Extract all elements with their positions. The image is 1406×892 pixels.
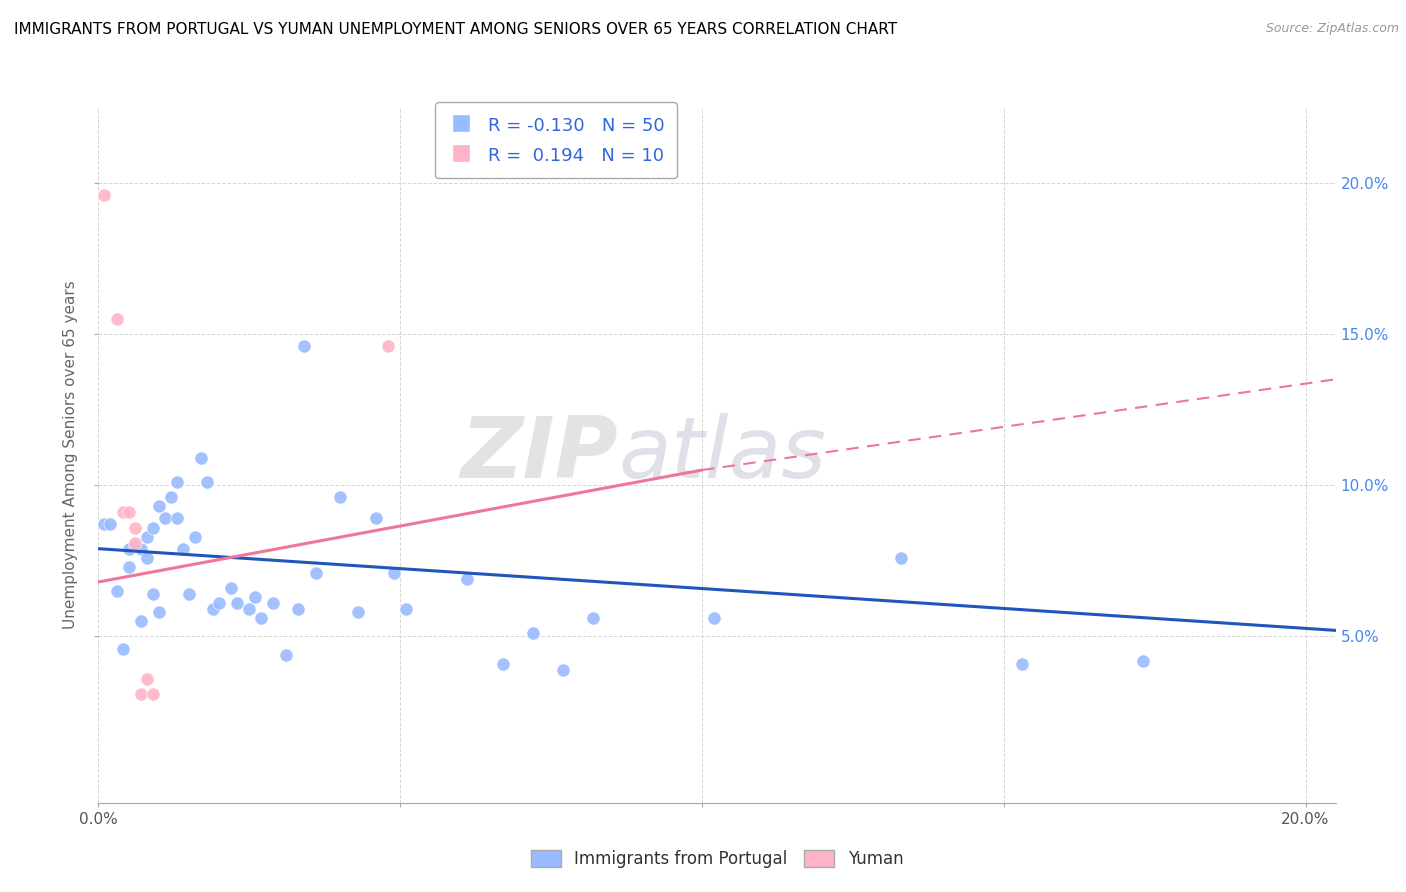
Point	[274, 648, 297, 662]
Point	[582, 611, 605, 625]
Point	[93, 517, 115, 532]
Point	[219, 581, 242, 595]
Point	[111, 641, 134, 656]
Point	[135, 672, 157, 686]
Point	[262, 596, 284, 610]
Point	[492, 657, 515, 671]
Point	[135, 530, 157, 544]
Point	[129, 541, 152, 556]
Point	[142, 687, 165, 701]
Point	[377, 339, 399, 353]
Text: Source: ZipAtlas.com: Source: ZipAtlas.com	[1265, 22, 1399, 36]
Point	[184, 530, 207, 544]
Point	[148, 500, 170, 514]
Point	[1132, 654, 1154, 668]
Point	[105, 584, 128, 599]
Point	[153, 511, 176, 525]
Point	[245, 590, 267, 604]
Point	[195, 475, 218, 490]
Point	[190, 450, 212, 465]
Point	[890, 550, 912, 565]
Legend: Immigrants from Portugal, Yuman: Immigrants from Portugal, Yuman	[524, 843, 910, 874]
Point	[287, 602, 309, 616]
Point	[208, 596, 231, 610]
Point	[347, 605, 370, 619]
Point	[111, 505, 134, 519]
Text: atlas: atlas	[619, 413, 827, 497]
Point	[382, 566, 405, 580]
Point	[238, 602, 260, 616]
Point	[329, 490, 352, 504]
Point	[129, 687, 152, 701]
Point	[129, 615, 152, 629]
Text: ZIP: ZIP	[460, 413, 619, 497]
Y-axis label: Unemployment Among Seniors over 65 years: Unemployment Among Seniors over 65 years	[63, 281, 79, 629]
Point	[124, 539, 146, 553]
Point	[117, 559, 139, 574]
Point	[305, 566, 328, 580]
Point	[703, 611, 725, 625]
Point	[142, 520, 165, 534]
Point	[250, 611, 273, 625]
Text: IMMIGRANTS FROM PORTUGAL VS YUMAN UNEMPLOYMENT AMONG SENIORS OVER 65 YEARS CORRE: IMMIGRANTS FROM PORTUGAL VS YUMAN UNEMPL…	[14, 22, 897, 37]
Point	[364, 511, 387, 525]
Point	[202, 602, 225, 616]
Point	[142, 587, 165, 601]
Point	[172, 541, 194, 556]
Point	[177, 587, 200, 601]
Point	[124, 520, 146, 534]
Point	[93, 187, 115, 202]
Point	[292, 339, 315, 353]
Point	[160, 490, 183, 504]
Point	[522, 626, 544, 640]
Point	[100, 517, 122, 532]
Point	[117, 505, 139, 519]
Point	[117, 541, 139, 556]
Point	[135, 550, 157, 565]
Point	[148, 605, 170, 619]
Point	[553, 663, 575, 677]
Point	[105, 311, 128, 326]
Point	[1011, 657, 1033, 671]
Point	[226, 596, 249, 610]
Point	[166, 475, 188, 490]
Point	[395, 602, 418, 616]
Point	[456, 572, 478, 586]
Point	[124, 535, 146, 549]
Point	[166, 511, 188, 525]
